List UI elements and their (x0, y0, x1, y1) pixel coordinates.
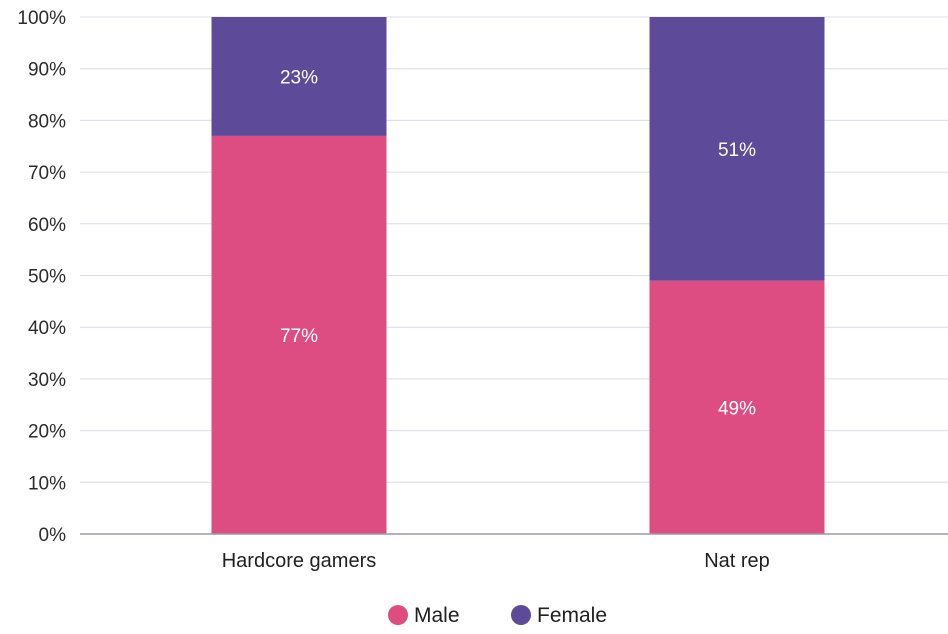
data-label: 77% (280, 326, 318, 347)
legend: Male Female (388, 604, 607, 627)
y-tick-label: 30% (28, 370, 66, 391)
legend-swatch (511, 605, 531, 625)
legend-swatch (388, 605, 408, 625)
y-tick-label: 20% (28, 422, 66, 443)
y-tick-label: 0% (39, 525, 67, 546)
legend-label: Female (537, 604, 607, 627)
data-label: 51% (718, 140, 756, 161)
legend-label: Male (414, 604, 460, 627)
y-tick-label: 80% (28, 111, 66, 132)
y-tick-label: 40% (28, 318, 66, 339)
axes: 0% 10% 20% 30% 40% 50% 60% 70% 80% 90% 100% Hardcor… (17, 8, 948, 572)
y-tick-label: 100% (17, 8, 66, 29)
data-labels: 77% 23% 49% 51% (280, 67, 756, 419)
x-category-label: Hardcore gamers (222, 550, 377, 572)
y-tick-label: 10% (28, 473, 66, 494)
bar-segment-male (649, 280, 825, 534)
data-label: 49% (718, 398, 756, 419)
bar-segment-female (649, 17, 825, 281)
legend-item-female: Female (511, 604, 607, 627)
bar-segment-female (211, 17, 387, 136)
y-tick-label: 70% (28, 163, 66, 184)
bar-segment-male (211, 135, 387, 534)
bars (211, 17, 825, 534)
x-category-label: Nat rep (704, 550, 770, 572)
y-tick-label: 50% (28, 267, 66, 288)
y-tick-label: 90% (28, 60, 66, 81)
legend-item-male: Male (388, 604, 460, 627)
y-tick-label: 60% (28, 215, 66, 236)
data-label: 23% (280, 67, 318, 88)
